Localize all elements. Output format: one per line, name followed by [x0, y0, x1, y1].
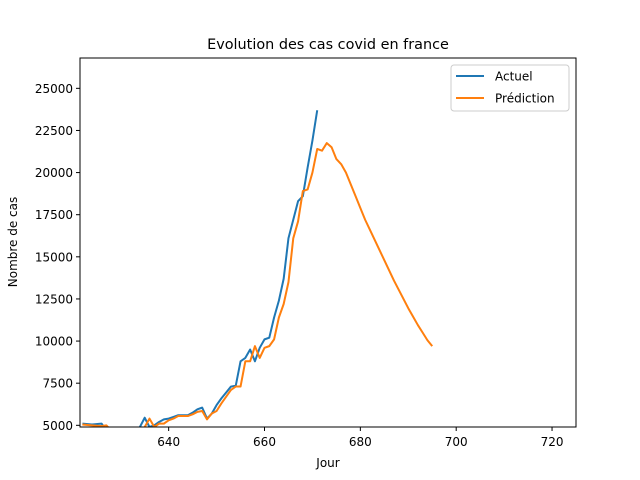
y-tick-label: 10000: [35, 335, 73, 349]
y-tick-label: 15000: [35, 250, 73, 264]
y-tick-label: 5000: [42, 419, 73, 433]
chart-title: Evolution des cas covid en france: [207, 37, 449, 53]
y-axis: 5000 7500 10000 12500 15000 17500 20000 22500 25…: [35, 82, 80, 433]
x-axis-title: Jour: [315, 456, 339, 470]
series-line-actuel: [82, 110, 319, 427]
x-tick-label: 640: [157, 435, 180, 449]
x-tick-label: 660: [253, 435, 276, 449]
y-tick-label: 22500: [35, 124, 73, 138]
legend: Actuel Prédiction: [450, 64, 570, 112]
series-layer: [82, 110, 434, 427]
y-tick-label: 12500: [35, 292, 73, 306]
series-line-prediction: [82, 142, 434, 427]
y-tick-label: 17500: [35, 208, 73, 222]
plot-area-frame: [79, 57, 577, 428]
y-axis-title: Nombre de cas: [6, 197, 20, 288]
x-axis: 640 660 680 700 720: [157, 427, 563, 449]
y-tick-label: 25000: [35, 82, 73, 96]
x-tick-label: 680: [349, 435, 372, 449]
legend-label-prediction: Prédiction: [495, 92, 555, 106]
y-tick-label: 7500: [42, 377, 73, 391]
x-tick-label: 720: [541, 435, 564, 449]
y-tick-label: 20000: [35, 166, 73, 180]
legend-label-actuel: Actuel: [495, 70, 533, 84]
x-tick-label: 700: [445, 435, 468, 449]
